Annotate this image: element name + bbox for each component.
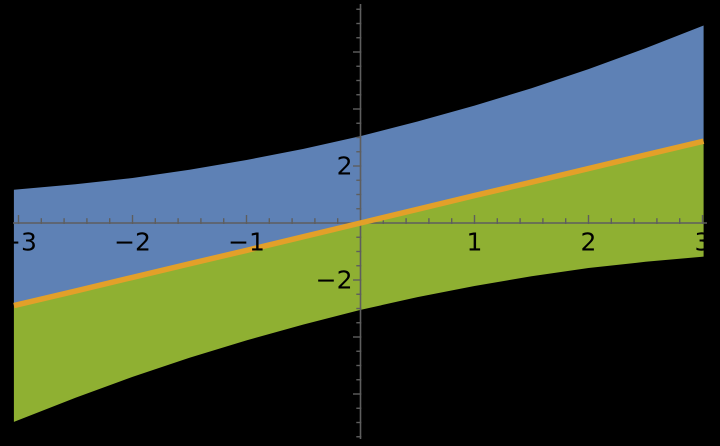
x-tick-label: −3 (0, 228, 37, 257)
x-tick-label: 1 (467, 228, 483, 257)
y-tick-label: −2 (316, 266, 353, 295)
x-tick-label: −1 (228, 228, 265, 257)
x-tick-label: 2 (581, 228, 597, 257)
x-tick-label: 3 (695, 228, 711, 257)
x-tick-label: −2 (114, 228, 151, 257)
green-region-fill (13, 141, 704, 422)
y-tick-label: 2 (337, 152, 353, 181)
middle-line (13, 138, 705, 309)
